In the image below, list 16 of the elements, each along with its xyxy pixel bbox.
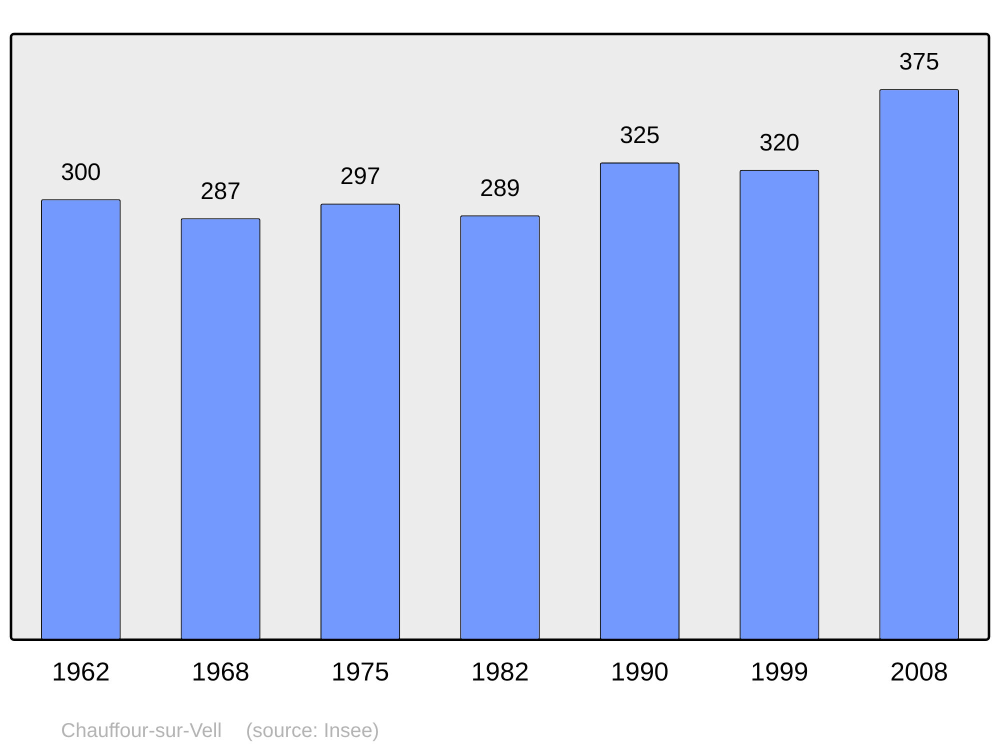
data-label: 375 <box>899 48 940 76</box>
x-tick-label: 1975 <box>331 656 390 687</box>
data-label: 320 <box>759 129 800 156</box>
text: (source: Insee) <box>246 720 380 742</box>
x-tick-label: 2008 <box>890 656 948 687</box>
x-tick-label: 1999 <box>750 656 808 687</box>
data-label: 325 <box>620 122 660 150</box>
data-label: 289 <box>480 175 520 202</box>
x-tick-label: 1982 <box>471 656 529 687</box>
data-label: 287 <box>200 178 241 205</box>
x-tick-label: 1968 <box>192 656 250 687</box>
x-tick-label: 1962 <box>52 656 110 687</box>
text: Chauffour-sur-Vell <box>61 720 222 742</box>
x-tick-label: 1990 <box>610 656 669 687</box>
data-label: 300 <box>60 158 101 186</box>
data-label: 297 <box>340 163 380 190</box>
